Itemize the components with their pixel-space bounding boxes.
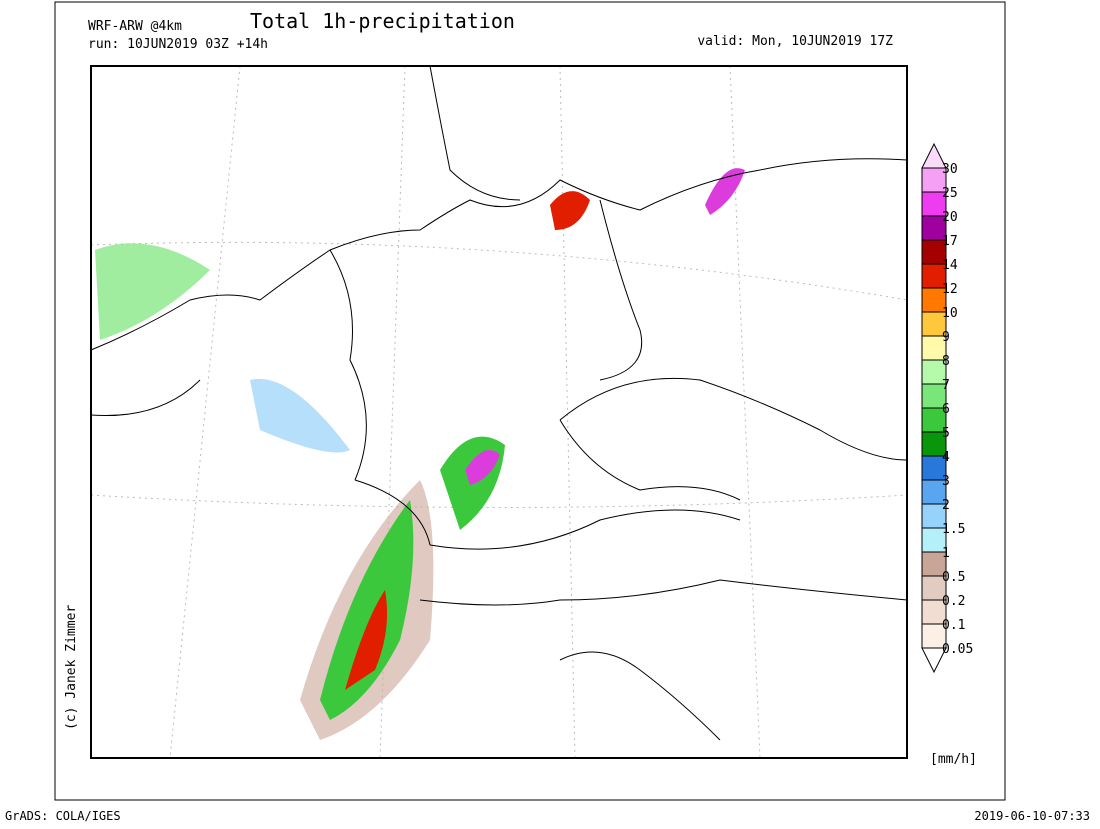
colorbar-label: 30: [942, 162, 958, 177]
colorbar-box: [921, 527, 947, 553]
colorbar-label: 12: [942, 282, 958, 297]
colorbar-label: 0.2: [942, 594, 965, 609]
colorbar-label: 7: [942, 378, 950, 393]
colorbar-box: [921, 503, 947, 529]
colorbar: 0.05 0.1 0.2 0.5 1 1.5 2 3 4 5 6 7 8 9 10 12 14 17 20 25 30: [921, 142, 973, 674]
precipitation: [95, 168, 745, 740]
footer-left: GrADS: COLA/IGES: [5, 809, 121, 823]
footer-right: 2019-06-10-07:33: [974, 809, 1090, 823]
map-frame: [90, 65, 908, 759]
colorbar-label: 17: [942, 234, 958, 249]
coastlines: [90, 65, 908, 741]
unit-label: [mm/h]: [930, 752, 977, 767]
colorbar-label: 14: [942, 258, 958, 273]
colorbar-box: [921, 335, 947, 361]
colorbar-top-triangle: [921, 142, 947, 169]
colorbar-label: 10: [942, 306, 958, 321]
valid-label: valid: Mon, 10JUN2019 17Z: [697, 34, 893, 49]
colorbar-label: 8: [942, 354, 950, 369]
colorbar-label: 1.5: [942, 522, 965, 537]
colorbar-label: 0.05: [942, 642, 973, 657]
credit: (c) Janek Zimmer: [64, 605, 79, 730]
map-title: Total 1h-precipitation: [250, 9, 515, 33]
outer-frame: [54, 1, 1006, 801]
colorbar-label: 6: [942, 402, 950, 417]
colorbar-box: [921, 575, 947, 601]
colorbar-label: 25: [942, 186, 958, 201]
colorbar-label: 1: [942, 546, 950, 561]
colorbar-label: 20: [942, 210, 958, 225]
colorbar-box: [921, 191, 947, 217]
map: [90, 65, 908, 759]
colorbar-box: [921, 551, 947, 577]
colorbar-label: 9: [942, 330, 950, 345]
colorbar-label: 0.1: [942, 618, 965, 633]
colorbar-label: 2: [942, 498, 950, 513]
colorbar-box: [921, 287, 947, 313]
map-background: [91, 66, 907, 758]
run-label: run: 10JUN2019 03Z +14h: [88, 37, 268, 52]
colorbar-box: [921, 359, 947, 385]
colorbar-box: [921, 263, 947, 289]
model-label: WRF-ARW @4km: [88, 19, 182, 34]
colorbar-label: 0.5: [942, 570, 965, 585]
colorbar-box: [921, 479, 947, 505]
colorbar-label: 3: [942, 474, 950, 489]
colorbar-box: [921, 215, 947, 241]
colorbar-label: 4: [942, 450, 950, 465]
colorbar-label: 5: [942, 426, 950, 441]
